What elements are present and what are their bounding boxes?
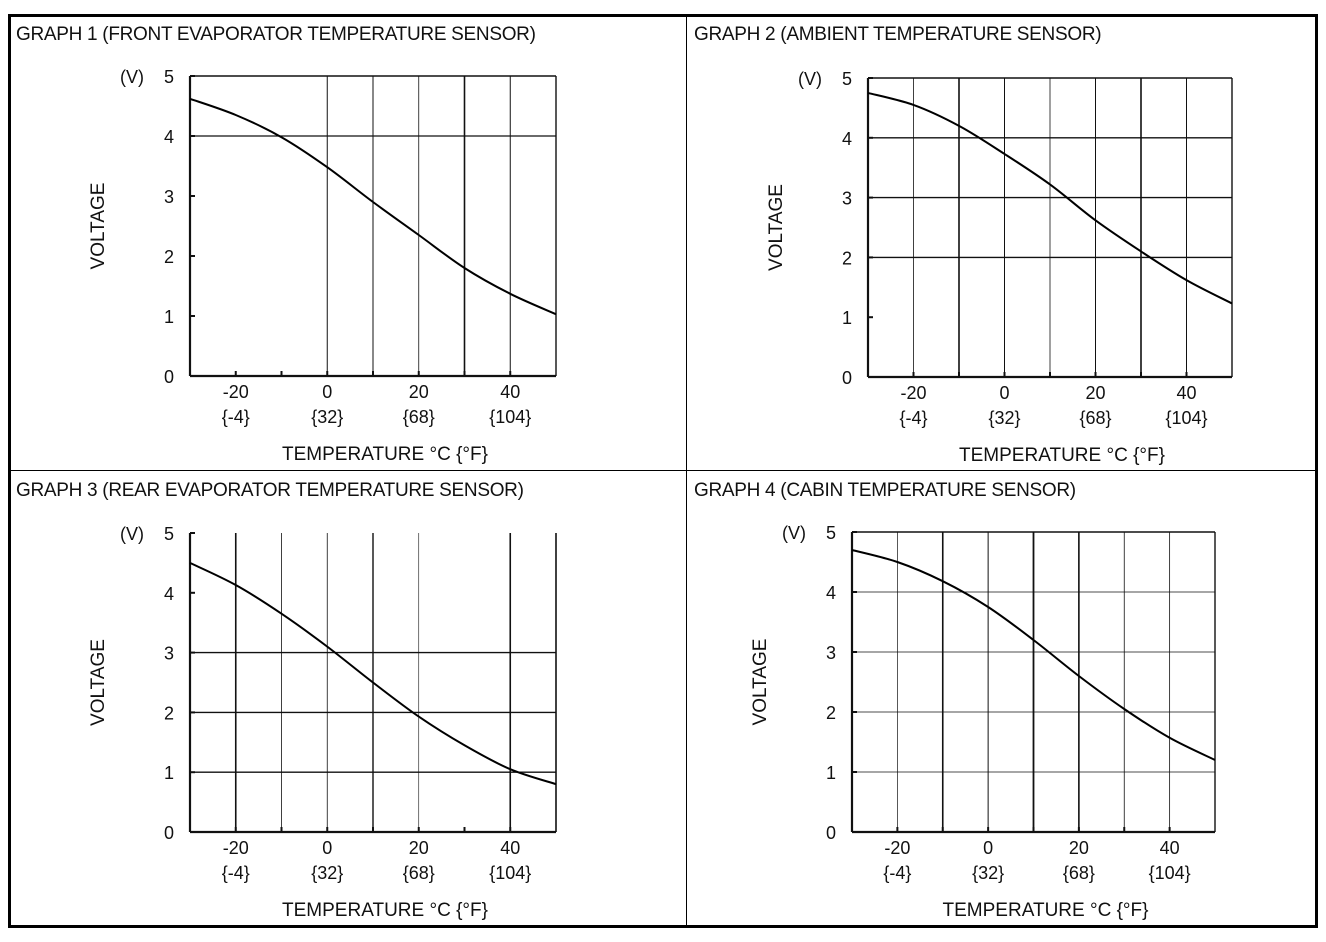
y-unit-label: (V)	[120, 524, 144, 544]
y-tick-label: 2	[164, 247, 174, 267]
x-tick-label-f: {104}	[1165, 408, 1207, 428]
y-tick-label: 0	[842, 368, 852, 388]
voltage-curve	[189, 97, 557, 316]
x-tick-label-f: {32}	[311, 407, 343, 427]
x-tick-label-f: {68}	[403, 863, 435, 883]
voltage-curve	[189, 561, 557, 786]
y-tick-label: 3	[842, 189, 852, 209]
x-tick-label-f: {-4}	[899, 408, 927, 428]
x-tick-label-c: -20	[884, 838, 910, 858]
voltage-curve	[851, 549, 1216, 761]
x-axis-title: TEMPERATURE °C {°F}	[959, 445, 1165, 466]
x-tick-label-f: {-4}	[222, 407, 250, 427]
x-axis-title: TEMPERATURE °C {°F}	[282, 900, 488, 921]
x-tick-label-c: 0	[322, 382, 332, 402]
y-tick-label: 1	[842, 308, 852, 328]
x-tick-label-f: {104}	[1149, 863, 1191, 883]
y-tick-label: 0	[164, 367, 174, 387]
x-tick-label-c: 40	[500, 382, 520, 402]
y-tick-label: 3	[164, 644, 174, 664]
x-tick-label-f: {32}	[972, 863, 1004, 883]
x-tick-label-f: {32}	[988, 408, 1020, 428]
y-tick-label: 2	[826, 703, 836, 723]
y-tick-label: 0	[164, 823, 174, 843]
y-axis-title: VOLTAGE	[88, 183, 109, 270]
y-tick-label: 4	[164, 584, 174, 604]
graphs-frame	[8, 14, 1318, 928]
y-axis-title: VOLTAGE	[750, 639, 771, 726]
x-tick-label-f: {68}	[1063, 863, 1095, 883]
horizontal-divider	[8, 470, 1318, 471]
x-tick-label-f: {68}	[403, 407, 435, 427]
y-tick-label: 5	[164, 524, 174, 544]
y-tick-label: 3	[826, 643, 836, 663]
y-tick-label: 5	[164, 67, 174, 87]
y-tick-label: 0	[826, 823, 836, 843]
voltage-curve	[867, 91, 1233, 305]
graph-2-title: GRAPH 2 (AMBIENT TEMPERATURE SENSOR)	[694, 24, 1102, 45]
y-tick-label: 5	[826, 523, 836, 543]
x-tick-label-f: {32}	[311, 863, 343, 883]
y-tick-label: 4	[826, 583, 836, 603]
x-tick-label-f: {-4}	[222, 863, 250, 883]
y-tick-label: 2	[842, 248, 852, 268]
x-tick-label-f: {68}	[1079, 408, 1111, 428]
x-tick-label-c: -20	[223, 838, 249, 858]
y-tick-label: 1	[826, 763, 836, 783]
y-unit-label: (V)	[782, 523, 806, 543]
y-axis-title: VOLTAGE	[88, 639, 109, 726]
y-tick-label: 1	[164, 307, 174, 327]
x-tick-label-c: 20	[409, 838, 429, 858]
x-tick-label-c: 0	[322, 838, 332, 858]
x-tick-label-c: -20	[223, 382, 249, 402]
x-tick-label-c: 0	[983, 838, 993, 858]
y-tick-label: 4	[842, 129, 852, 149]
y-unit-label: (V)	[798, 69, 822, 89]
y-tick-label: 5	[842, 69, 852, 89]
y-tick-label: 1	[164, 763, 174, 783]
y-tick-label: 3	[164, 187, 174, 207]
y-unit-label: (V)	[120, 67, 144, 87]
x-tick-label-c: 40	[1176, 383, 1196, 403]
x-axis-title: TEMPERATURE °C {°F}	[943, 900, 1149, 921]
x-tick-label-c: 0	[999, 383, 1009, 403]
vertical-divider	[686, 14, 687, 928]
x-axis-title: TEMPERATURE °C {°F}	[282, 444, 488, 465]
y-axis-title: VOLTAGE	[766, 184, 787, 271]
x-tick-label-c: 40	[500, 838, 520, 858]
graph-1-title: GRAPH 1 (FRONT EVAPORATOR TEMPERATURE SE…	[16, 24, 536, 45]
x-tick-label-c: 20	[1069, 838, 1089, 858]
graph-4-title: GRAPH 4 (CABIN TEMPERATURE SENSOR)	[694, 480, 1076, 501]
x-tick-label-c: 20	[409, 382, 429, 402]
x-tick-label-f: {-4}	[883, 863, 911, 883]
x-tick-label-f: {104}	[489, 863, 531, 883]
x-tick-label-c: 20	[1085, 383, 1105, 403]
x-tick-label-c: -20	[900, 383, 926, 403]
x-tick-label-c: 40	[1160, 838, 1180, 858]
graph-3-title: GRAPH 3 (REAR EVAPORATOR TEMPERATURE SEN…	[16, 480, 524, 501]
y-tick-label: 4	[164, 127, 174, 147]
x-tick-label-f: {104}	[489, 407, 531, 427]
y-tick-label: 2	[164, 703, 174, 723]
